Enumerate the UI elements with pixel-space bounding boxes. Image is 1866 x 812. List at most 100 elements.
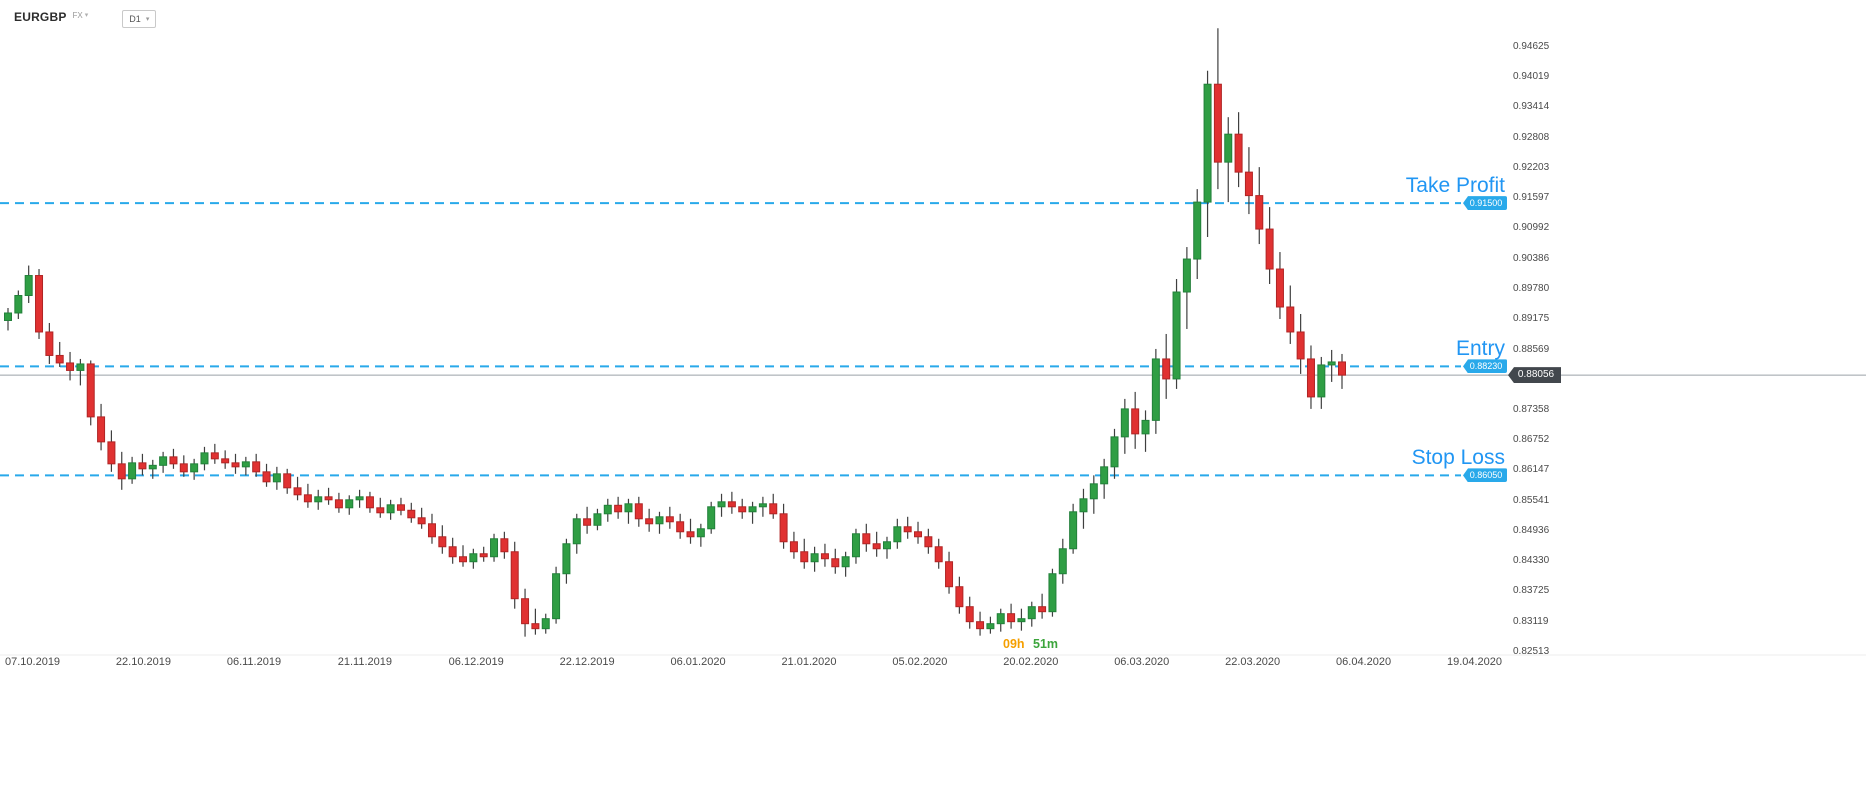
candle [241, 456, 250, 476]
candlestick-series [4, 28, 1346, 637]
candle [76, 358, 85, 386]
candle [1306, 345, 1315, 409]
candle [810, 546, 819, 572]
candle [893, 518, 902, 549]
candle [55, 341, 64, 367]
chart-header: EURGBP FX ▾ D1 ▾ [14, 10, 157, 28]
candle [769, 493, 778, 519]
timeframe-value: D1 [129, 14, 141, 24]
candle [717, 493, 726, 517]
chevron-down-icon[interactable]: ▾ [84, 12, 89, 19]
candle [272, 466, 281, 490]
candle [521, 588, 530, 637]
candle [1110, 428, 1119, 479]
candle [1234, 112, 1243, 188]
candle [479, 546, 488, 562]
candle [645, 508, 654, 532]
timeframe-select[interactable]: D1 ▾ [122, 10, 157, 28]
candle [107, 430, 116, 472]
candle [1048, 568, 1057, 617]
candle [438, 525, 447, 554]
candle [293, 476, 302, 501]
countdown-minutes: 51m [1033, 637, 1059, 651]
candle [303, 483, 312, 508]
candle [345, 495, 354, 515]
candle [1027, 601, 1036, 627]
candle [593, 508, 602, 531]
candle [1193, 189, 1202, 280]
chevron-down-icon: ▾ [145, 16, 150, 23]
candle [531, 608, 540, 635]
candle [1244, 147, 1253, 215]
candle [862, 523, 871, 552]
candle [686, 518, 695, 544]
candle [148, 459, 157, 479]
candle [552, 566, 561, 624]
candle [758, 496, 767, 517]
candle [831, 548, 840, 574]
candle [779, 503, 788, 549]
candle [872, 531, 881, 557]
candle [200, 446, 209, 471]
candle [117, 451, 126, 490]
candle [1141, 410, 1150, 452]
candle [1255, 167, 1264, 245]
candle [572, 513, 581, 554]
candle [14, 290, 23, 319]
candle [459, 545, 468, 567]
candle [24, 265, 33, 303]
candle [355, 489, 364, 508]
candle [696, 523, 705, 547]
candle [490, 533, 499, 562]
candle [676, 513, 685, 539]
candle [934, 538, 943, 569]
candle [738, 498, 747, 519]
candle [417, 507, 426, 529]
bar-countdown: 09h 51m [1003, 637, 1058, 651]
candle [1089, 475, 1098, 514]
candle [221, 450, 230, 469]
candle [1317, 356, 1326, 409]
candle [448, 537, 457, 564]
candle [603, 498, 612, 522]
candle [138, 453, 147, 476]
candle [789, 531, 798, 559]
candle [386, 499, 395, 520]
candle [727, 491, 736, 514]
candle [665, 506, 674, 529]
candle [1162, 333, 1171, 399]
candle [427, 513, 436, 544]
candle [128, 456, 137, 484]
candle [541, 613, 550, 634]
candle [1203, 70, 1212, 238]
candle [996, 608, 1005, 632]
candle [1100, 458, 1109, 499]
candle [955, 576, 964, 614]
candle [1038, 593, 1047, 619]
candle [624, 498, 633, 524]
candle [1224, 117, 1233, 203]
candle [903, 516, 912, 539]
candle [914, 521, 923, 544]
candle [1182, 247, 1191, 329]
candle [1172, 279, 1181, 389]
candle [882, 536, 891, 559]
market-label: FX [72, 11, 83, 20]
candle [1286, 285, 1295, 344]
candle [945, 551, 954, 594]
candle [1069, 503, 1078, 554]
candle [583, 506, 592, 534]
candle [190, 458, 199, 480]
candle [210, 443, 219, 464]
candle [655, 511, 664, 534]
candle [469, 548, 478, 569]
candle [634, 496, 643, 527]
candle [1327, 349, 1336, 382]
candle [35, 269, 44, 339]
candle [841, 551, 850, 577]
countdown-hours: 09h [1003, 637, 1025, 651]
candle [262, 463, 271, 487]
candle [179, 455, 188, 477]
candle [283, 468, 292, 494]
